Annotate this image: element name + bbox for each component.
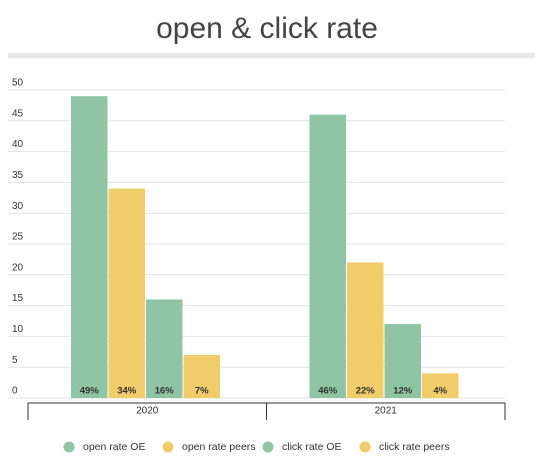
x-tick-label: 2021 — [375, 406, 398, 417]
chart-title: open & click rate — [156, 12, 378, 45]
y-tick-label: 45 — [12, 108, 24, 119]
x-tick-label: 2020 — [136, 406, 159, 417]
value-label: 16% — [155, 386, 175, 397]
y-tick-label: 10 — [12, 324, 24, 335]
legend-label: open rate OE — [83, 441, 145, 453]
y-tick-label: 0 — [12, 386, 18, 397]
bar — [422, 373, 459, 398]
y-tick-label: 30 — [12, 201, 24, 212]
y-tick-label: 25 — [12, 232, 24, 243]
legend-swatch — [262, 441, 274, 453]
y-tick-label: 20 — [12, 262, 24, 273]
value-label: 22% — [356, 386, 376, 397]
y-tick-label: 40 — [12, 139, 24, 150]
legend-swatch — [162, 441, 174, 453]
bar — [108, 188, 145, 398]
bar — [309, 114, 346, 398]
bar — [384, 324, 421, 398]
bar — [146, 299, 183, 398]
legend-swatch — [359, 441, 371, 453]
title-band — [8, 53, 535, 58]
y-tick-label: 50 — [12, 78, 24, 89]
value-label: 49% — [80, 386, 100, 397]
bar — [71, 96, 108, 398]
y-tick-label: 35 — [12, 170, 24, 181]
legend-label: open rate peers — [182, 441, 256, 453]
legend-swatch — [63, 441, 75, 453]
legend-label: click rate peers — [379, 441, 450, 453]
value-label: 34% — [117, 386, 137, 397]
value-label: 12% — [393, 386, 413, 397]
legend-label: click rate OE — [282, 441, 342, 453]
value-label: 7% — [195, 386, 209, 397]
bar — [347, 262, 384, 398]
y-tick-label: 15 — [12, 293, 24, 304]
y-tick-label: 5 — [12, 355, 18, 366]
bar — [183, 354, 220, 398]
value-label: 46% — [318, 386, 338, 397]
value-label: 4% — [433, 386, 447, 397]
